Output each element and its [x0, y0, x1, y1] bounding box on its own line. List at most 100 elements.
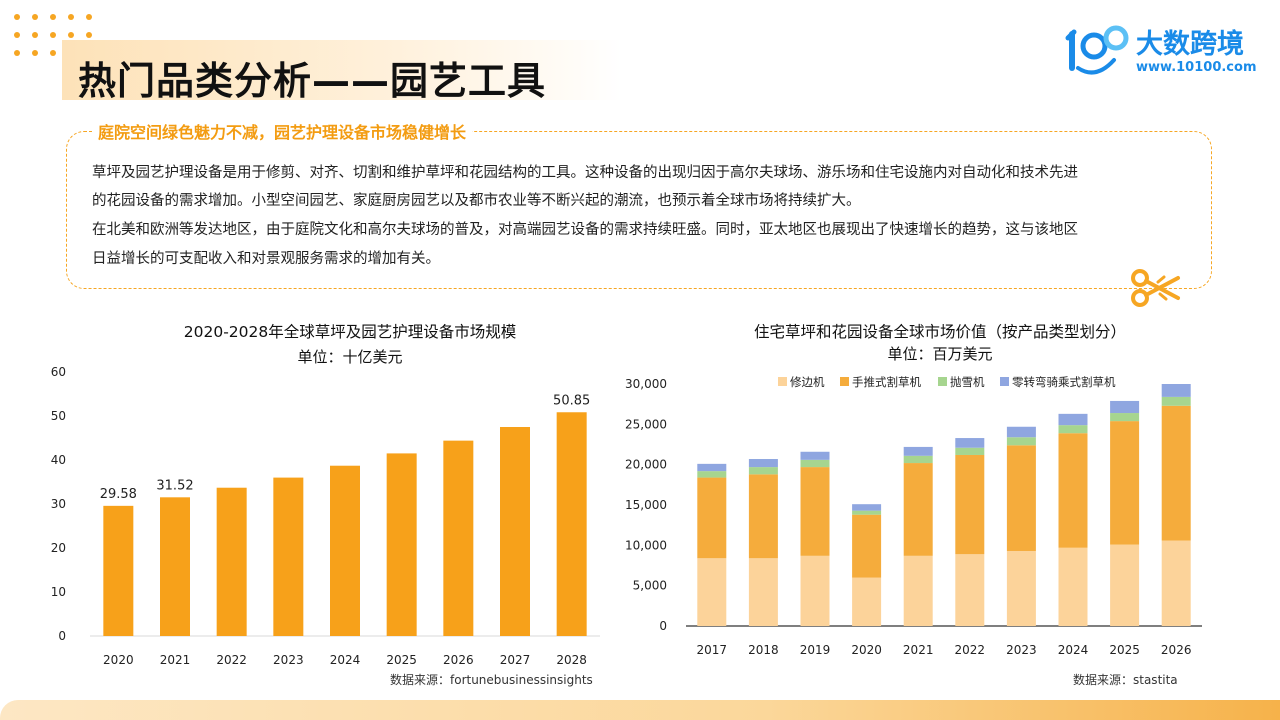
bar [386, 453, 417, 636]
stacked-bar-segment [697, 477, 727, 559]
stacked-bar-segment [748, 459, 778, 468]
stacked-bar-segment [1110, 544, 1140, 626]
stacked-bar-segment [852, 510, 882, 515]
legend-swatch [840, 377, 849, 386]
y-tick-label: 40 [51, 453, 66, 467]
y-tick-label: 15,000 [625, 498, 667, 512]
stacked-bar-segment [1110, 413, 1140, 422]
stacked-bar-segment [955, 438, 985, 448]
data-label: 50.85 [553, 393, 590, 408]
legend-swatch [938, 377, 947, 386]
stacked-bar-segment [800, 459, 830, 468]
y-tick-label: 0 [58, 629, 66, 643]
right-chart-title: 住宅草坪和花园设备全球市场价值（按产品类型划分） [753, 323, 1126, 341]
legend-label: 抛雪机 [950, 375, 985, 389]
logo-brand-name: 大数跨境 [1136, 29, 1244, 60]
intro-paragraph-1-line-2: 的花园设备的需求增加。小型空间园艺、家庭厨房园艺以及都市农业等不断兴起的潮流，也… [92, 193, 861, 209]
stacked-bar-segment [1058, 547, 1088, 626]
legend-swatch [1000, 377, 1009, 386]
stacked-bar-segment [1110, 400, 1140, 414]
x-tick-label: 2020 [103, 653, 134, 667]
stacked-bar-segment [1058, 413, 1088, 426]
bar [443, 440, 474, 636]
x-tick-label: 2022 [216, 653, 247, 667]
x-tick-label: 2027 [500, 653, 531, 667]
bar [160, 497, 190, 636]
legend-label: 零转弯骑乘式割草机 [1012, 375, 1116, 389]
bar [273, 477, 304, 636]
legend-swatch [778, 377, 787, 386]
x-tick-label: 2025 [1109, 643, 1140, 657]
data-label: 31.52 [156, 478, 193, 493]
x-tick-label: 2019 [800, 643, 831, 657]
bar [330, 465, 360, 636]
y-tick-label: 25,000 [625, 417, 667, 431]
x-tick-label: 2023 [1006, 643, 1037, 657]
legend-label: 手推式割草机 [852, 375, 921, 389]
x-tick-label: 2021 [903, 643, 934, 657]
left-chart-source: 数据来源：fortunebusinessinsights [390, 673, 593, 687]
stacked-bar-segment [1006, 437, 1036, 446]
stacked-bar-segment [1161, 405, 1191, 541]
stacked-bar-segment [1161, 384, 1191, 397]
scissors-icon [1131, 269, 1180, 307]
x-tick-label: 2023 [273, 653, 304, 667]
x-tick-label: 2017 [697, 643, 728, 657]
intro-box [66, 131, 1212, 289]
title-highlight-band [62, 40, 622, 100]
y-tick-label: 60 [51, 365, 66, 379]
brand-logo: 大数跨境 www.10100.com [1064, 22, 1264, 82]
intro-paragraph-2-line-2: 日益增长的可支配收入和对景观服务需求的增加有关。 [92, 251, 440, 267]
stacked-bar-segment [903, 463, 933, 556]
product-type-stacked-bar-chart: 0 5,000 10,000 15,000 20,000 25,000 30,000 2017… [625, 375, 1202, 657]
stacked-bar-segment [748, 474, 778, 559]
market-size-bar-chart: 0 10 20 30 40 50 60 2020 29.58 2021 31.52 2022 2023 2… [51, 365, 600, 667]
right-chart-source: 数据来源：stastita [1073, 673, 1178, 687]
stacked-bar-segment [1161, 396, 1191, 406]
stacked-bar-segment [800, 555, 830, 626]
bar [216, 487, 247, 636]
x-tick-label: 2024 [330, 653, 361, 667]
stacked-bar-segment [697, 558, 727, 626]
left-chart-title: 2020-2028年全球草坪及园艺护理设备市场规模 [183, 323, 517, 341]
intro-subtitle: 庭院空间绿色魅力不减，园艺护理设备市场稳健增长 [92, 119, 473, 143]
stacked-bar-segment [852, 514, 882, 578]
stacked-bar-segment [697, 463, 727, 472]
stacked-bar-segment [1058, 433, 1088, 548]
stacked-bar-segment [1006, 445, 1036, 551]
x-tick-label: 2021 [160, 653, 191, 667]
stacked-bar-segment [697, 471, 727, 478]
stacked-bar-segment [852, 577, 882, 626]
stacked-bar-segment [903, 555, 933, 626]
stacked-bar-segment [1058, 425, 1088, 434]
stacked-bar-segment [800, 451, 830, 460]
stacked-bar-segment [748, 467, 778, 475]
stacked-bar-segment [1006, 550, 1036, 626]
stacked-bar-segment [955, 454, 985, 555]
stacked-bar-segment [800, 467, 830, 556]
left-chart-unit: 单位：十亿美元 [297, 348, 403, 366]
stacked-bar-segment [955, 447, 985, 455]
x-tick-label: 2028 [556, 653, 587, 667]
y-tick-label: 0 [659, 619, 667, 633]
logo-mark-icon [1065, 25, 1129, 75]
logo-url: www.10100.com [1136, 60, 1257, 75]
y-tick-label: 30,000 [625, 377, 667, 391]
x-tick-label: 2022 [955, 643, 986, 657]
y-tick-label: 20,000 [625, 458, 667, 472]
stacked-bar-segment [903, 455, 933, 464]
stacked-bar-segment [955, 554, 985, 626]
intro-paragraph-2-line-1: 在北美和欧洲等发达地区，由于庭院文化和高尔夫球场的普及，对高端园艺设备的需求持续… [92, 222, 1078, 238]
stacked-bar-segment [1110, 421, 1140, 545]
page-title: 热门品类分析——园艺工具 [78, 59, 547, 103]
bar [103, 505, 134, 636]
y-tick-label: 10,000 [625, 538, 667, 552]
x-tick-label: 2020 [851, 643, 882, 657]
x-tick-label: 2024 [1058, 643, 1089, 657]
stacked-bar-segment [852, 504, 882, 511]
right-chart-unit: 单位：百万美元 [887, 345, 993, 363]
y-tick-label: 5,000 [633, 579, 667, 593]
stacked-bar-segment [1161, 540, 1191, 626]
bottom-decor-band [0, 700, 1280, 720]
bar [556, 412, 587, 636]
